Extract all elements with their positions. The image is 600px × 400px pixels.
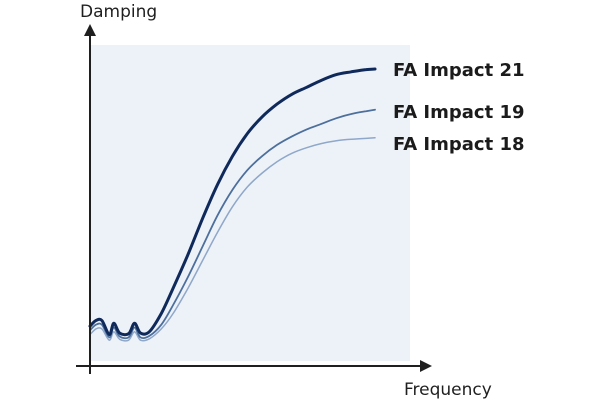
series-labels: FA Impact 18 FA Impact 19 FA Impact 21	[393, 60, 525, 155]
x-axis-label: Frequency	[404, 380, 492, 400]
series-layer	[88, 67, 377, 342]
series-label-fa-impact-18: FA Impact 18	[393, 134, 525, 155]
y-axis-label: Damping	[80, 2, 157, 22]
y-axis-arrow	[84, 24, 96, 36]
plot-background	[90, 45, 410, 361]
series-label-fa-impact-21: FA Impact 21	[393, 60, 525, 81]
series-line-fa-impact-21	[88, 67, 377, 337]
series-line-fa-impact-18	[89, 137, 376, 342]
series-line-fa-impact-19	[89, 108, 376, 340]
x-axis-arrow	[420, 360, 432, 372]
series-label-fa-impact-19: FA Impact 19	[393, 102, 525, 123]
